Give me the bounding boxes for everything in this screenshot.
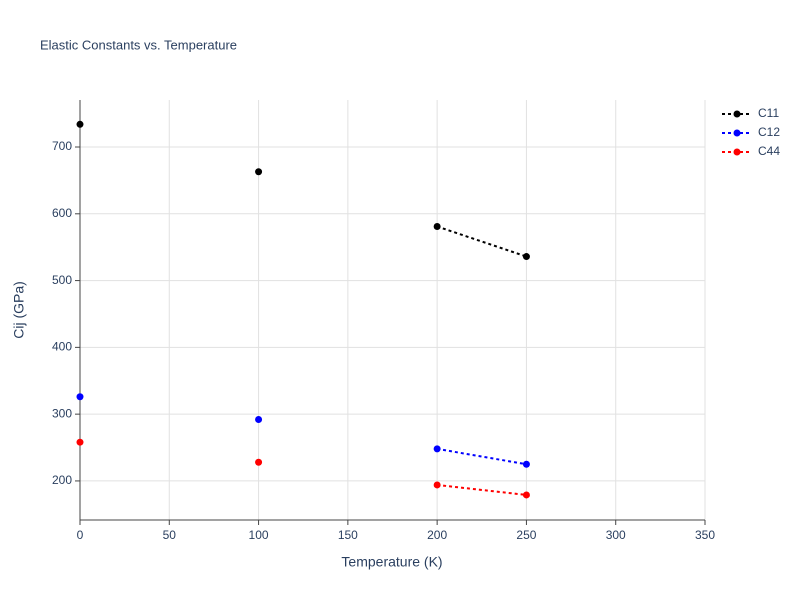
legend-marker: [733, 148, 741, 156]
legend-label: C11: [758, 106, 779, 120]
point: [255, 168, 263, 176]
point: [433, 445, 441, 453]
point: [522, 491, 530, 499]
y-tick-label: 700: [52, 139, 72, 153]
y-tick-label: 200: [52, 473, 72, 487]
point: [433, 222, 441, 230]
legend-marker: [733, 129, 741, 137]
series-line: [436, 447, 527, 466]
x-tick-label: 200: [427, 528, 447, 542]
chart-title: Elastic Constants vs. Temperature: [40, 37, 237, 52]
point: [255, 458, 263, 466]
point: [76, 393, 84, 401]
point: [522, 253, 530, 261]
y-tick-label: 300: [52, 406, 72, 420]
x-tick-label: 0: [77, 528, 84, 542]
series-line: [436, 225, 527, 258]
point: [76, 438, 84, 446]
y-tick-label: 400: [52, 340, 72, 354]
legend-marker: [733, 110, 741, 118]
x-tick-label: 300: [606, 528, 626, 542]
x-tick-label: 150: [338, 528, 358, 542]
x-tick-label: 250: [516, 528, 536, 542]
y-tick-label: 500: [52, 273, 72, 287]
x-axis-title: Temperature (K): [341, 554, 442, 570]
legend-label: C12: [758, 125, 780, 139]
point: [255, 415, 263, 423]
y-tick-label: 600: [52, 206, 72, 220]
legend-label: C44: [758, 144, 780, 158]
point: [433, 481, 441, 489]
x-tick-label: 50: [163, 528, 177, 542]
x-tick-label: 100: [249, 528, 269, 542]
point: [76, 120, 84, 128]
series-line: [437, 483, 527, 496]
x-tick-label: 350: [695, 528, 715, 542]
y-axis-title: Cij (GPa): [11, 281, 27, 339]
point: [522, 460, 530, 468]
